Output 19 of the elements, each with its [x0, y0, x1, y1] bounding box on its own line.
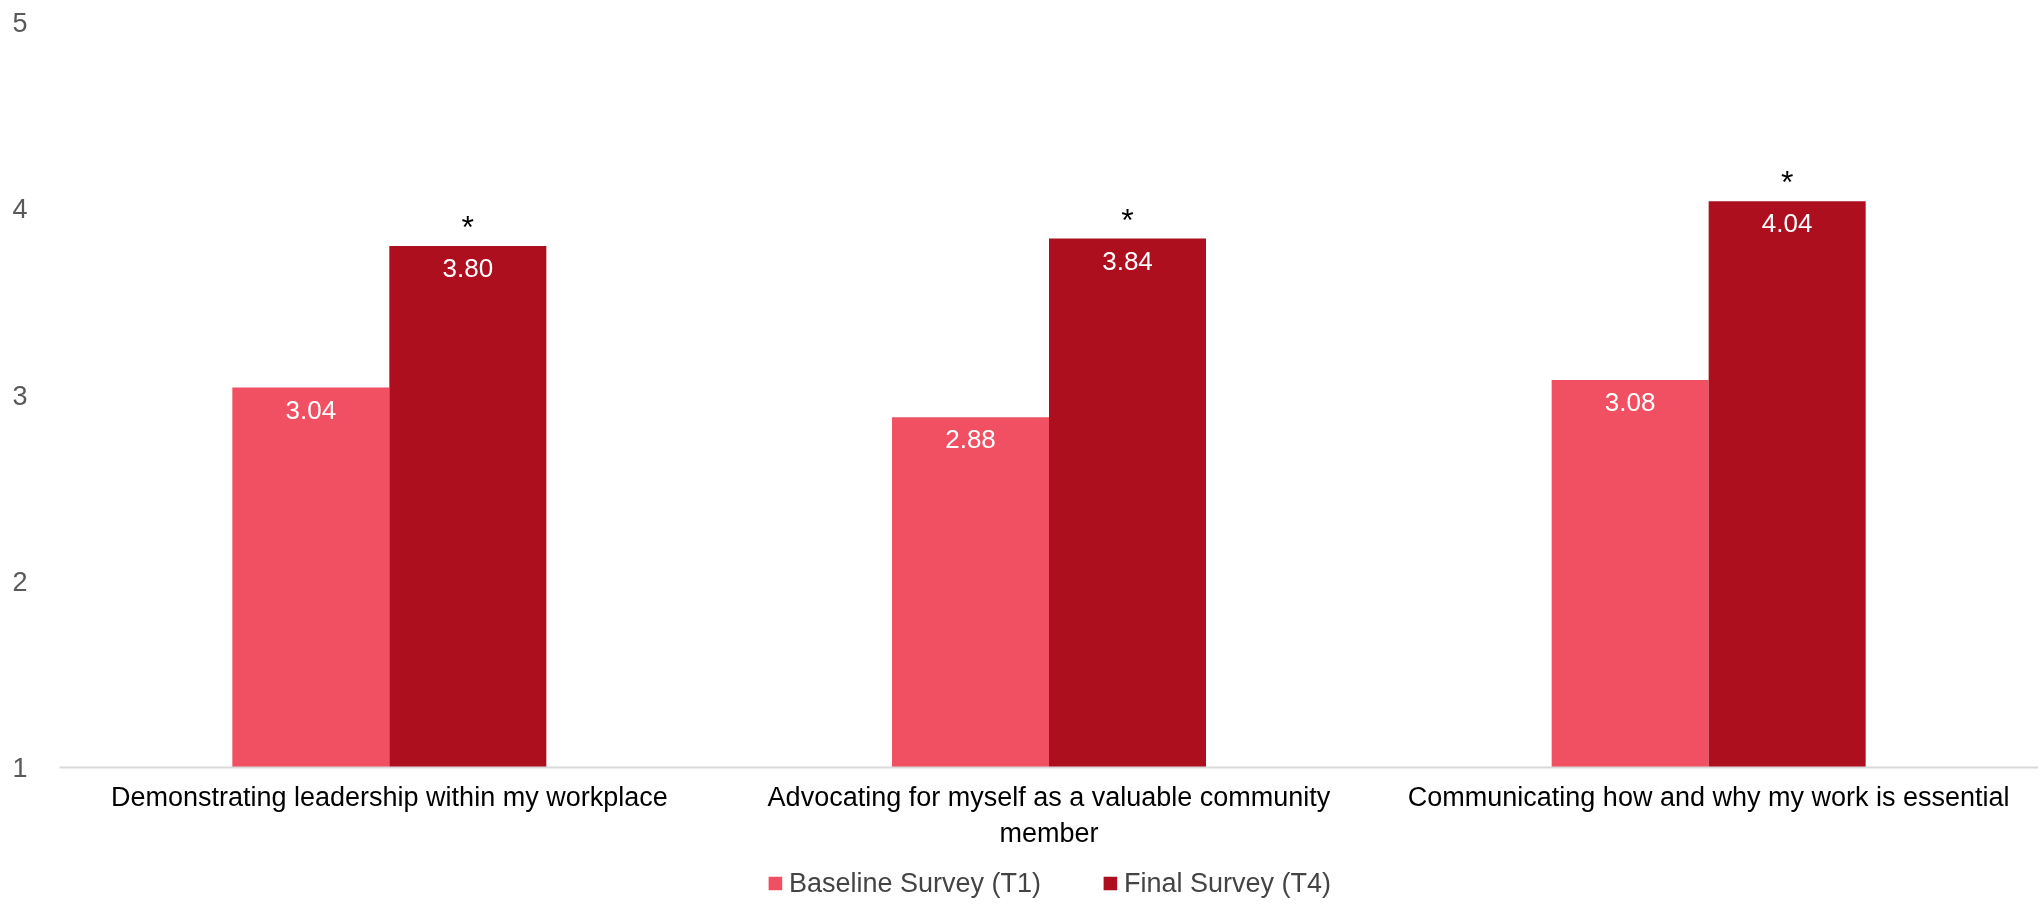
- data-label: 3.80: [442, 253, 494, 283]
- annotation: *: [461, 209, 475, 245]
- x-tick-label: Demonstrating leadership within my workplace: [110, 781, 668, 812]
- y-tick-label: 4: [12, 194, 28, 225]
- x-tick-label: Advocating for myself as a valuable community member: [767, 781, 1331, 848]
- y-tick-label: 5: [12, 8, 28, 38]
- legend-label: Final Survey (T4): [1124, 867, 1332, 899]
- data-label: 2.88: [945, 424, 996, 455]
- y-tick-label: 2: [12, 566, 28, 597]
- data-label: 3.08: [1604, 387, 1656, 418]
- y-tick-label: 1: [12, 753, 28, 783]
- data-label: 4.04: [1761, 208, 1813, 239]
- legend-label: Baseline Survey (T1): [788, 867, 1042, 899]
- annotation: *: [1780, 164, 1794, 201]
- annotation: *: [1121, 201, 1134, 238]
- data-label: 3.04: [285, 394, 337, 425]
- data-label: 3.84: [1102, 245, 1153, 276]
- x-tick-label: Communicating how and why my work is essential: [1407, 781, 2010, 812]
- y-tick-label: 3: [12, 380, 28, 411]
